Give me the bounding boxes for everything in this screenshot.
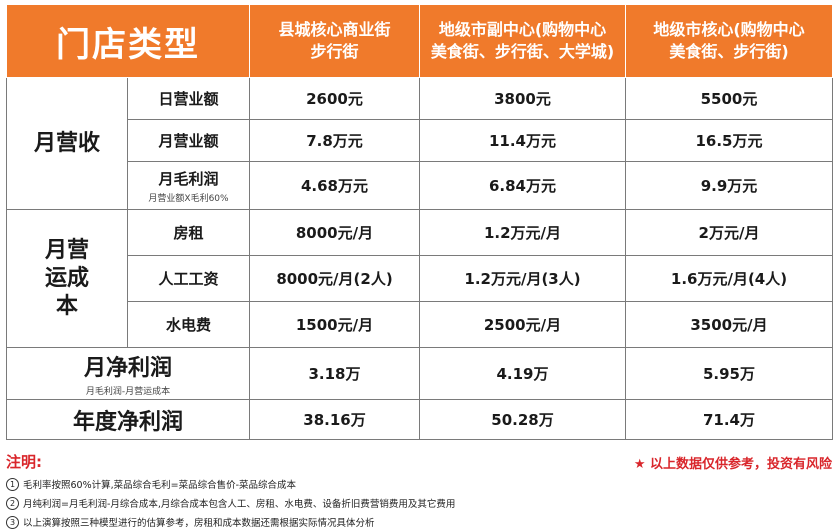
- column-header-city-core: 地级市核心(购物中心 美食街、步行街): [625, 4, 833, 78]
- row-label: 月营业额: [127, 119, 250, 162]
- row-label: 房租: [127, 209, 250, 256]
- group-monthly-revenue: 月营收: [6, 77, 128, 210]
- store-profit-table: 门店类型 县城核心商业街 步行街 地级市副中心(购物中心 美食街、步行街、大学城…: [6, 4, 833, 440]
- table-cell: 3500元/月: [625, 301, 833, 348]
- note-text: 毛利率按照60%计算,菜品综合毛利=菜品综合售价-菜品综合成本: [23, 480, 297, 491]
- table-cell: 1500元/月: [249, 301, 420, 348]
- table-row-gross-profit: 月毛利润 月营业额X毛利60% 4.68万元 6.84万元 9.9万元: [7, 161, 833, 210]
- table-cell: 5500元: [625, 77, 833, 120]
- column-header-sub-center: 地级市副中心(购物中心 美食街、步行街、大学城): [419, 4, 626, 78]
- table-row-utilities: 水电费 1500元/月 2500元/月 3500元/月: [7, 301, 833, 348]
- table-cell: 7.8万元: [249, 119, 420, 162]
- row-label: 人工工资: [127, 255, 250, 302]
- table-title: 门店类型: [6, 4, 250, 78]
- row-label: 月毛利润: [158, 169, 219, 188]
- group-monthly-cost: 月营运成本: [6, 209, 128, 348]
- disclaimer: ★ 以上数据仅供参考，投资有风险: [633, 457, 832, 472]
- column-header-line: 步行街: [310, 42, 359, 61]
- note-number: 2: [6, 496, 19, 510]
- table-cell: 1.6万元/月(4人): [625, 255, 833, 302]
- table-row-rent: 月营运成本 房租 8000元/月 1.2万元/月 2万元/月: [6, 209, 833, 348]
- notes-title: 注明:: [6, 453, 42, 471]
- table-cell: 5.95万: [625, 347, 833, 400]
- table-cell: 1.2万元/月: [419, 209, 626, 256]
- row-note: 月毛利润-月营运成本: [85, 387, 171, 397]
- table-cell: 4.19万: [419, 347, 626, 400]
- note-text: 月纯利润=月毛利润-月综合成本,月综合成本包含人工、房租、水电费、设备折旧费营销…: [23, 499, 456, 510]
- row-label-with-note: 月净利润 月毛利润-月营运成本: [6, 347, 250, 400]
- note-number: 3: [6, 515, 19, 529]
- row-label: 年度净利润: [6, 399, 250, 440]
- column-header-county: 县城核心商业街 步行街: [249, 4, 420, 78]
- table-cell: 1.2万元/月(3人): [419, 255, 626, 302]
- table-cell: 11.4万元: [419, 119, 626, 162]
- note-text: 以上演算按照三种模型进行的估算参考，房租和成本数据还需根据实际情况具体分析: [23, 518, 375, 529]
- row-label-with-note: 月毛利润 月营业额X毛利60%: [127, 161, 250, 210]
- table-cell: 8000元/月: [249, 209, 420, 256]
- table-cell: 71.4万: [625, 399, 833, 440]
- table-row-daily-revenue: 月营收 日营业额 2600元 3800元 5500元: [6, 77, 833, 210]
- table-row-labor: 人工工资 8000元/月(2人) 1.2万元/月(3人) 1.6万元/月(4人): [7, 255, 833, 302]
- table-cell: 8000元/月(2人): [249, 255, 420, 302]
- table-cell: 3.18万: [249, 347, 420, 400]
- table-cell: 3800元: [419, 77, 626, 120]
- table-row-annual-profit: 年度净利润 38.16万 50.28万 71.4万: [6, 399, 833, 440]
- table-row-net-profit: 月净利润 月毛利润-月营运成本 3.18万 4.19万 5.95万: [6, 347, 833, 400]
- table-cell: 6.84万元: [419, 161, 626, 210]
- row-label: 日营业额: [127, 77, 250, 120]
- column-header-line: 美食街、步行街、大学城): [430, 42, 615, 61]
- table-cell: 9.9万元: [625, 161, 833, 210]
- row-label: 水电费: [127, 301, 250, 348]
- table-cell: 50.28万: [419, 399, 626, 440]
- table-cell: 2600元: [249, 77, 420, 120]
- column-header-line: 县城核心商业街: [278, 20, 391, 39]
- note-item: 1 毛利率按照60%计算,菜品综合毛利=菜品综合售价-菜品综合成本: [6, 477, 832, 491]
- header-row: 门店类型 县城核心商业街 步行街 地级市副中心(购物中心 美食街、步行街、大学城…: [6, 4, 833, 78]
- table-cell: 16.5万元: [625, 119, 833, 162]
- column-header-line: 地级市核心(购物中心: [653, 20, 805, 39]
- table-row-monthly-sales: 月营业额 7.8万元 11.4万元 16.5万元: [7, 119, 833, 162]
- note-item: 3 以上演算按照三种模型进行的估算参考，房租和成本数据还需根据实际情况具体分析: [6, 515, 832, 529]
- footer-notes: 注明: ★ 以上数据仅供参考，投资有风险 1 毛利率按照60%计算,菜品综合毛利…: [6, 451, 832, 529]
- note-number: 1: [6, 477, 19, 491]
- table-cell: 2万元/月: [625, 209, 833, 256]
- column-header-line: 地级市副中心(购物中心: [438, 20, 607, 39]
- table-cell: 4.68万元: [249, 161, 420, 210]
- table-cell: 2500元/月: [419, 301, 626, 348]
- note-item: 2 月纯利润=月毛利润-月综合成本,月综合成本包含人工、房租、水电费、设备折旧费…: [6, 496, 832, 510]
- store-profit-table-container: 门店类型 县城核心商业街 步行街 地级市副中心(购物中心 美食街、步行街、大学城…: [6, 4, 833, 440]
- column-header-line: 美食街、步行街): [669, 42, 789, 61]
- row-label: 月净利润: [83, 356, 172, 381]
- group-label: 月营运成本: [44, 237, 89, 319]
- row-note: 月营业额X毛利60%: [148, 193, 229, 204]
- table-cell: 38.16万: [249, 399, 420, 440]
